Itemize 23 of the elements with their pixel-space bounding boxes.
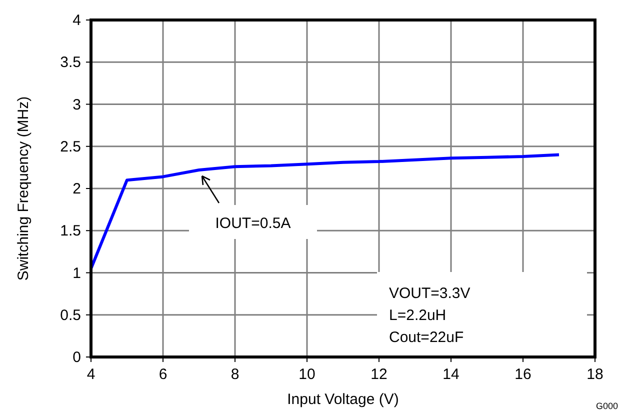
y-tick-label: 3.5 [60, 54, 81, 72]
text: G000 [596, 401, 618, 411]
y-tick-label: 1.5 [60, 222, 81, 240]
x-tick-label: 8 [230, 366, 240, 383]
y-tick-label: 2.5 [60, 138, 81, 156]
x-tick-label: 6 [158, 366, 168, 383]
line-series [90, 153, 560, 270]
y-tick-label: 3 [72, 96, 81, 114]
y-tick-label: 0 [72, 349, 81, 366]
x-tick-label: 18 [586, 366, 604, 383]
x-tick-label: 14 [442, 366, 460, 383]
y-tick-label: 1 [72, 264, 81, 282]
annotation: VOUT=3.3V L=2.2uH Cout=22uF [389, 285, 470, 346]
y-tick-label: 0.5 [60, 306, 81, 324]
x-axis-title: Input Voltage (V) [287, 391, 399, 408]
x-tick-label: 10 [298, 366, 316, 383]
y-axis-title: Switching Frequency (MHz) [15, 96, 32, 281]
x-tick-label: 4 [86, 366, 96, 383]
y-tick-label: 2 [72, 180, 81, 198]
annotation: IOUT=0.5A [215, 215, 291, 232]
x-tick-label: 16 [514, 366, 532, 383]
y-tick-label: 4 [72, 12, 81, 29]
x-tick-label: 12 [370, 366, 388, 383]
